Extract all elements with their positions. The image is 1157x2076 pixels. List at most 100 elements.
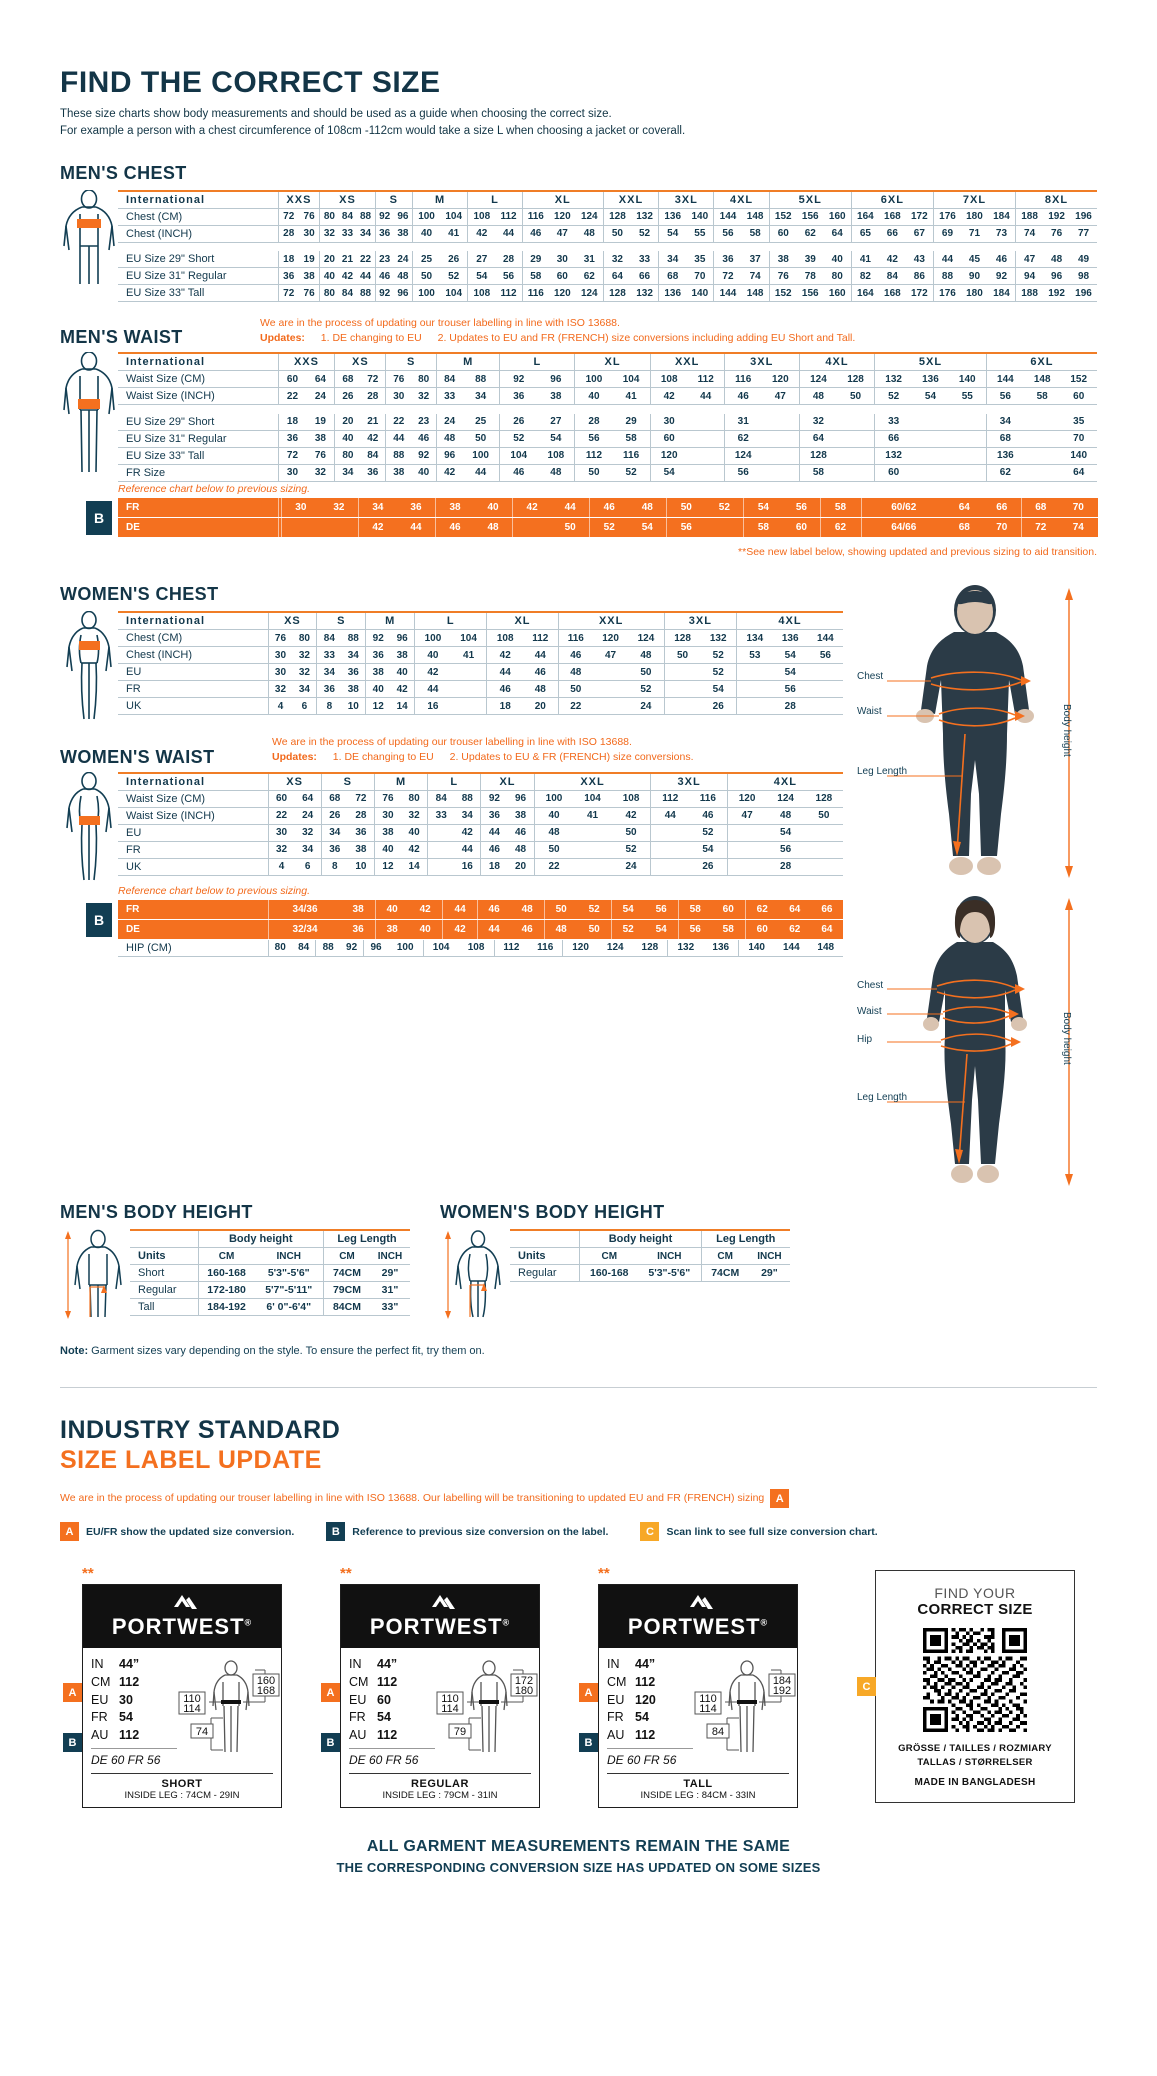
table-row: FR 32 34 36 38 40 42 44 46 48 50 52 54 56: [118, 841, 843, 859]
value-cell: 148: [741, 284, 770, 302]
ref-value-cell: [859, 497, 862, 518]
value-cell: 60: [874, 464, 913, 482]
qr-line-2: CORRECT SIZE: [917, 1601, 1033, 1619]
value-cell: 10: [341, 697, 366, 716]
womens-waist-table: International XS S M L XL XXL 3XL 4XL Waist Size …: [118, 771, 843, 876]
value-cell: 30: [298, 225, 320, 243]
ref-value-cell: [859, 517, 862, 538]
ref-value-cell: 30: [280, 497, 320, 518]
garment-note: Note: Garment sizes vary depending on th…: [0, 1319, 1157, 1359]
value-cell: 60: [1060, 387, 1097, 406]
value-cell: [912, 430, 949, 448]
portwest-logo: PORTWEST®: [599, 1585, 797, 1649]
value-cell: 160: [823, 208, 852, 226]
ref-value-cell: 44: [396, 517, 436, 538]
value-cell: [687, 464, 725, 482]
brand-name: PORTWEST®: [627, 1614, 769, 1640]
value-cell: 104: [422, 939, 459, 957]
value-cell: 18: [277, 413, 307, 431]
value-cell: [726, 824, 767, 842]
ref-value-cell: 52: [610, 919, 645, 940]
card-value: 112: [635, 1728, 656, 1743]
value-cell: 54: [658, 225, 687, 243]
value-cell: 72: [277, 208, 299, 226]
ref-value-cell: 40: [474, 497, 513, 518]
value-cell: 136: [703, 939, 739, 957]
table-row: International XS S M L XL XXL 3XL 4XL: [118, 771, 843, 791]
value-cell: 96: [537, 370, 575, 389]
ref-value-cell: [280, 517, 320, 538]
size-header-cell: 5XL: [768, 189, 852, 209]
ref-value-cell: 44: [443, 899, 478, 920]
label-update-footer: ALL GARMENT MEASUREMENTS REMAIN THE SAME…: [60, 1838, 1097, 1875]
ref-value-cell: [512, 517, 552, 538]
value-cell: [804, 841, 843, 859]
bh-group-header-row: Body height Leg Length: [130, 1229, 410, 1249]
value-cell: 156: [796, 284, 824, 302]
label-key-row: A EU/FR show the updated size conversion…: [60, 1522, 1097, 1542]
row-label: EU Size 29" Short: [118, 413, 278, 431]
value-cell: 5'7"-5'11": [254, 1281, 324, 1300]
value-cell: 32: [411, 387, 437, 406]
table-row: FR Size 30 32 34 36 38 40 42 44 46 48 50 52 54 56 58 60 6…: [118, 464, 1097, 482]
value-cell: 92: [374, 284, 394, 302]
value-cell: 16: [454, 858, 481, 876]
value-cell: 72: [360, 370, 386, 389]
ref-value-cell: 44: [476, 919, 511, 940]
value-cell: [573, 858, 612, 876]
womens-waist-title: WOMEN'S WAIST: [60, 746, 215, 767]
ref-value-cell: 34/36: [267, 899, 342, 920]
womens-waist-note-item-2: 2. Updates to EU & FR (FRENCH) size conv…: [449, 751, 694, 764]
value-cell: 54: [689, 841, 728, 859]
value-cell: 48: [798, 387, 837, 406]
value-cell: [912, 413, 949, 431]
value-cell: 60: [768, 225, 797, 243]
card-value: 44”: [635, 1657, 656, 1672]
value-cell: 65: [850, 225, 879, 243]
value-cell: 38: [537, 387, 575, 406]
value-cell: 42: [878, 251, 906, 268]
value-cell: 36: [316, 680, 342, 699]
bh-blank-cell: [510, 1229, 580, 1249]
value-cell: 104: [440, 208, 468, 226]
value-cell: 88: [341, 629, 366, 648]
value-cell: [761, 413, 800, 431]
card-stars: **: [82, 1565, 94, 1583]
ref-value-cell: 58: [820, 497, 860, 518]
value-cell: 42: [467, 225, 496, 243]
value-cell: 112: [687, 370, 725, 389]
value-cell: 56: [574, 430, 613, 448]
ref-value-cell: 56: [666, 517, 706, 538]
row-label: Waist Size (INCH): [118, 807, 268, 825]
value-cell: 32: [267, 680, 293, 699]
value-cell: 36: [480, 807, 508, 825]
value-cell: 164: [850, 284, 879, 302]
bh-column-header-cell: CM: [322, 1247, 370, 1266]
value-cell: 64: [823, 225, 852, 243]
value-cell: 92: [499, 370, 538, 389]
value-cell: 23: [374, 251, 394, 268]
value-cell: 40: [334, 430, 361, 448]
female-label-chest: Chest: [857, 980, 884, 992]
value-cell: 29: [521, 251, 549, 268]
ref-value-cell: 38: [374, 919, 409, 940]
ref-value-cell: 72: [1020, 517, 1060, 538]
card-value: 54: [119, 1710, 133, 1725]
value-cell: 42: [401, 841, 428, 859]
mens-waist-note-2: Updates: 1. DE changing to EU 2. Updates…: [260, 331, 1097, 346]
size-header-cell: 8XL: [1015, 189, 1097, 209]
value-cell: 55: [948, 387, 987, 406]
svg-text:110: 110: [183, 1693, 201, 1705]
womens-chest-body: International XS S M L XL XXL 3XL 4XL Chest (CM) 7…: [118, 611, 843, 716]
value-cell: 76: [298, 284, 320, 302]
value-cell: 80: [292, 629, 317, 648]
value-cell: [836, 430, 875, 448]
womens-hip-body: HIP (CM) 80 84 88 92 96 100 104 108 112 116 120 124 1…: [118, 939, 843, 957]
womens-waist-note-item-1: 1. DE changing to EU: [332, 751, 434, 764]
womens-waist-note-prefix: Updates:: [272, 751, 317, 764]
value-cell: 76: [267, 629, 293, 648]
table-row: Chest (CM) 76 80 84 88 92 96 100 104 108 112 116 120…: [118, 629, 843, 648]
value-cell: 116: [528, 939, 563, 957]
value-cell: 28: [766, 858, 805, 876]
value-cell: 172: [905, 284, 934, 302]
